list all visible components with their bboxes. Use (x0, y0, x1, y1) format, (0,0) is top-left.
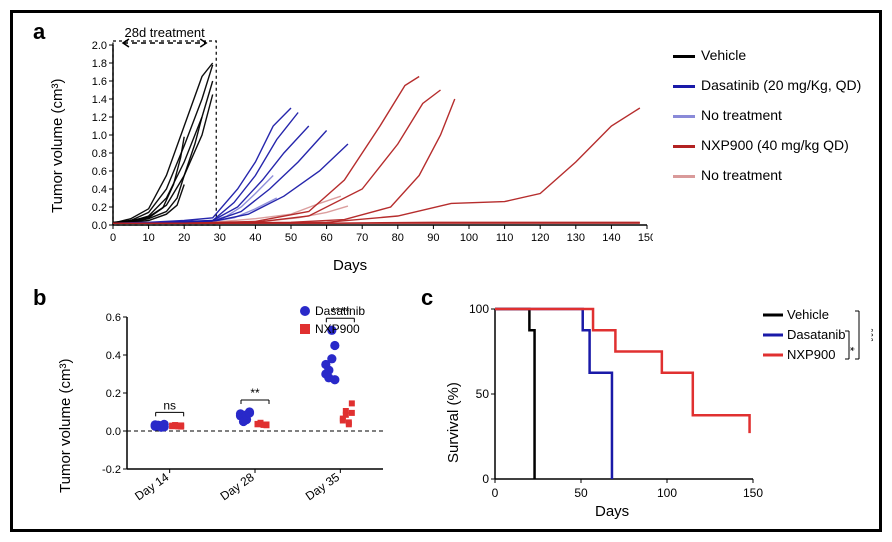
svg-text:Dasatanib: Dasatanib (787, 327, 846, 342)
panel-c-xlabel: Days (595, 503, 629, 520)
svg-text:0.0: 0.0 (106, 426, 121, 438)
panel-b-ylabel: Tumor volume (cm³) (57, 359, 74, 493)
legend-swatch (673, 85, 695, 88)
svg-text:*: * (843, 347, 857, 352)
legend-swatch (673, 145, 695, 148)
figure-frame: a 0.0 0.2 0.4 0.6 0.8 1.0 1.2 1.4 1.6 1.8 2.0 0 10 20… (10, 10, 882, 532)
svg-text:1.8: 1.8 (92, 58, 107, 70)
legend-label: No treatment (701, 167, 782, 183)
svg-text:0.6: 0.6 (92, 166, 107, 178)
svg-text:50: 50 (476, 387, 490, 401)
svg-text:2.0: 2.0 (92, 40, 107, 52)
panel-c-ylabel: Survival (%) (445, 382, 462, 463)
panel-a-chart: 0.0 0.2 0.4 0.6 0.8 1.0 1.2 1.4 1.6 1.8 2.0 0 10 20 30… (73, 27, 653, 257)
legend-label: NXP900 (40 mg/kg QD) (701, 137, 849, 153)
svg-text:80: 80 (392, 232, 404, 244)
svg-text:100: 100 (460, 232, 478, 244)
svg-text:0.8: 0.8 (92, 148, 107, 160)
svg-text:90: 90 (427, 232, 439, 244)
svg-text:0.4: 0.4 (106, 350, 121, 362)
svg-text:0.0: 0.0 (92, 220, 107, 232)
svg-text:100: 100 (657, 486, 677, 500)
svg-text:28d treatment: 28d treatment (125, 27, 206, 40)
svg-text:ns: ns (163, 398, 176, 412)
svg-text:1.4: 1.4 (92, 94, 107, 106)
svg-text:Vehicle: Vehicle (787, 307, 829, 322)
svg-text:Day 28: Day 28 (218, 470, 257, 503)
svg-text:0: 0 (110, 232, 116, 244)
svg-text:40: 40 (249, 232, 261, 244)
svg-text:120: 120 (531, 232, 549, 244)
svg-text:-0.2: -0.2 (102, 464, 121, 476)
legend-swatch (673, 115, 695, 118)
svg-text:Dasatinib: Dasatinib (315, 304, 365, 318)
svg-text:**: ** (250, 386, 260, 400)
svg-text:50: 50 (574, 486, 588, 500)
svg-text:NXP900: NXP900 (787, 347, 835, 362)
legend-swatch (673, 175, 695, 178)
panel-c-chart: 050100050100150VehicleDasatanibNXP900***… (453, 295, 873, 515)
svg-text:50: 50 (285, 232, 297, 244)
svg-text:150: 150 (743, 486, 763, 500)
legend-label: No treatment (701, 107, 782, 123)
panel-a-ylabel: Tumor volume (cm³) (49, 79, 66, 213)
panel-a-label: a (33, 19, 45, 45)
panel-b-label: b (33, 285, 46, 311)
legend-label: Vehicle (701, 47, 746, 63)
svg-text:70: 70 (356, 232, 368, 244)
svg-text:110: 110 (496, 232, 514, 244)
svg-text:0.2: 0.2 (106, 388, 121, 400)
svg-text:0: 0 (492, 486, 499, 500)
svg-text:0.6: 0.6 (106, 312, 121, 324)
svg-text:1.6: 1.6 (92, 76, 107, 88)
svg-text:1.0: 1.0 (92, 130, 107, 142)
svg-text:1.2: 1.2 (92, 112, 107, 124)
svg-text:0.4: 0.4 (92, 184, 107, 196)
svg-text:60: 60 (320, 232, 332, 244)
svg-text:NXP900: NXP900 (315, 322, 360, 336)
svg-text:0: 0 (482, 472, 489, 486)
svg-text:20: 20 (178, 232, 190, 244)
svg-text:100: 100 (469, 302, 489, 316)
svg-text:10: 10 (142, 232, 154, 244)
svg-text:150: 150 (638, 232, 653, 244)
panel-c-label: c (421, 285, 433, 311)
svg-text:***: *** (864, 328, 873, 342)
svg-text:140: 140 (602, 232, 620, 244)
svg-text:30: 30 (214, 232, 226, 244)
svg-text:Day 35: Day 35 (303, 470, 342, 503)
legend-label: Dasatinib (20 mg/Kg, QD) (701, 77, 861, 93)
panel-b-chart: -0.20.00.20.40.6Day 14Day 28Day 35ns****… (83, 295, 393, 515)
svg-text:130: 130 (567, 232, 585, 244)
svg-text:0.2: 0.2 (92, 202, 107, 214)
legend-swatch (673, 55, 695, 58)
panel-a-xlabel: Days (333, 257, 367, 274)
svg-text:Day 14: Day 14 (132, 470, 171, 503)
